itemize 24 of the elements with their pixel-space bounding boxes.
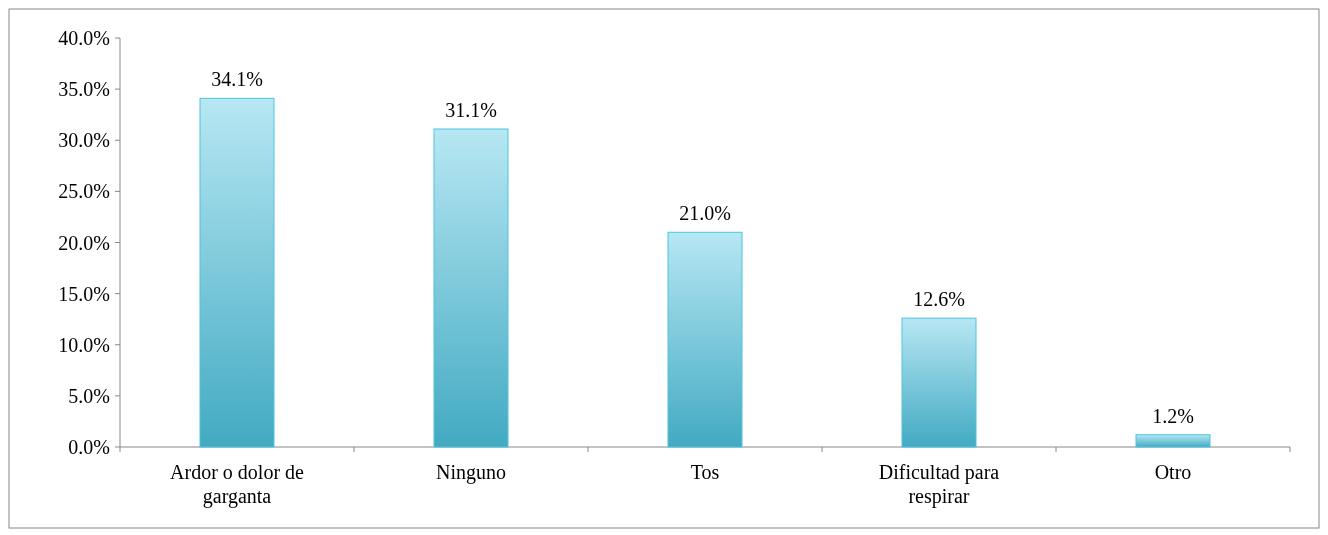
data-label: 1.2%: [1152, 404, 1194, 427]
x-tick-label: Tos: [690, 461, 720, 483]
bar: [433, 128, 509, 448]
data-label: 34.1%: [211, 68, 263, 91]
y-tick-label: 30.0%: [58, 129, 110, 152]
y-tick-label: 25.0%: [58, 180, 110, 203]
y-tick-label: 15.0%: [58, 282, 110, 305]
bar: [1135, 434, 1211, 448]
y-tick-label: 0.0%: [68, 436, 110, 458]
x-tick-label: Otro: [1154, 461, 1192, 483]
x-tick-label: Ninguno: [436, 461, 506, 484]
y-tick-label: 35.0%: [58, 78, 110, 101]
y-tick-label: 40.0%: [58, 27, 110, 49]
x-tick-label: Dificultad para respirar: [878, 461, 1000, 508]
data-label: 21.0%: [679, 202, 731, 225]
y-tick-label: 10.0%: [58, 333, 110, 356]
bar: [199, 97, 275, 448]
bar: [901, 317, 977, 448]
bar: [667, 231, 743, 448]
y-tick-label: 5.0%: [68, 384, 110, 407]
y-tick-label: 20.0%: [58, 231, 110, 254]
x-tick-label: Ardor o dolor de garganta: [170, 461, 305, 508]
data-label: 31.1%: [445, 99, 497, 121]
data-label: 12.6%: [913, 288, 965, 311]
